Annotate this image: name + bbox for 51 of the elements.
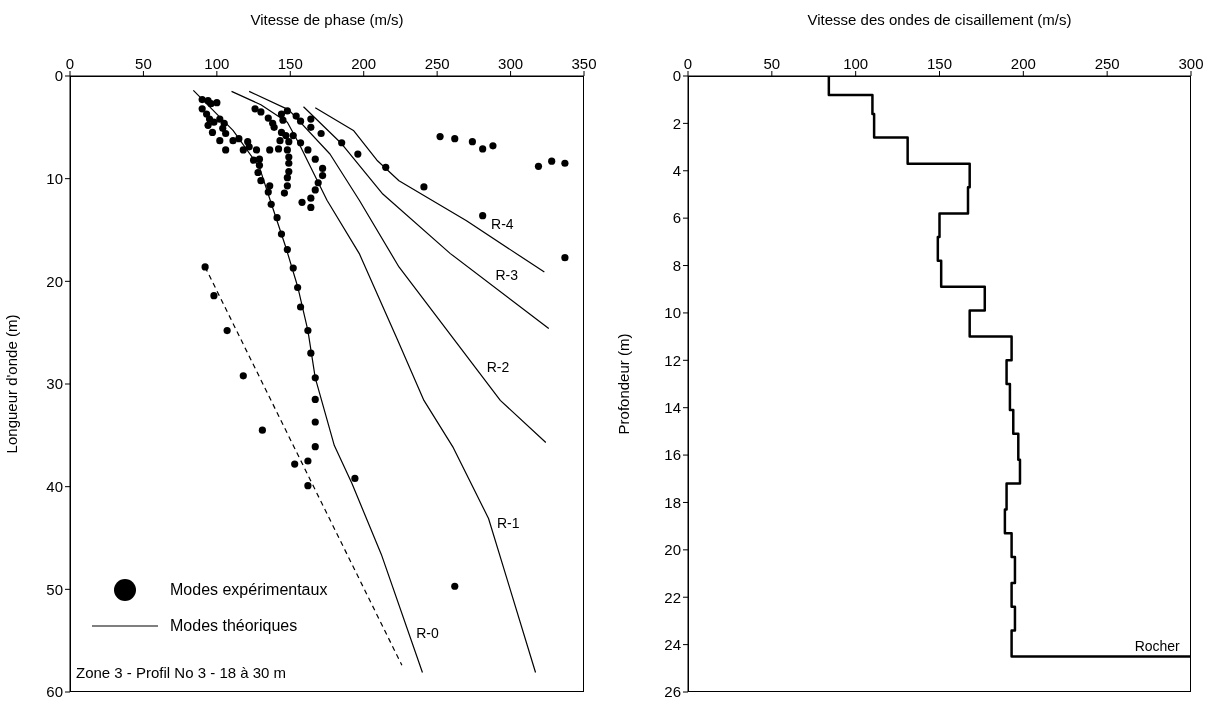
y-tick-label: 14: [664, 399, 681, 417]
legend-label: Modes théoriques: [170, 617, 298, 635]
annotation: R-4: [491, 216, 514, 233]
x-tick-label: 150: [926, 55, 953, 72]
x-tick-label: 300: [498, 55, 524, 72]
y-tick-label: 10: [46, 169, 63, 187]
y-tick-label: 20: [664, 541, 681, 559]
y-tick-label: 18: [664, 493, 681, 511]
y-tick-label: 40: [46, 477, 63, 495]
y-tick-label: 20: [46, 272, 63, 290]
y-tick-label: 6: [672, 209, 681, 227]
y-tick-label: 4: [672, 162, 681, 180]
y-tick-label: 50: [46, 580, 63, 598]
y-tick-label: 2: [672, 114, 681, 132]
y-axis-title: Profondeur (m): [615, 333, 633, 435]
y-tick-label: 30: [46, 375, 63, 393]
annotation: R-1: [496, 514, 520, 531]
x-tick-label: 50: [135, 55, 152, 72]
x-tick-label: 0: [683, 55, 693, 72]
y-tick-label: 10: [664, 304, 681, 322]
y-tick-label: 26: [664, 683, 681, 701]
x-axis-title: Vitesse des ondes de cisaillement (m/s): [807, 10, 1072, 28]
x-tick-label: 100: [843, 55, 869, 72]
y-tick-label: 60: [46, 683, 63, 701]
x-tick-label: 200: [1010, 55, 1036, 72]
x-tick-label: 150: [277, 55, 303, 72]
legend-label: Modes expérimentaux: [170, 581, 328, 599]
annotation: R-0: [416, 624, 439, 641]
x-tick-label: 50: [763, 55, 781, 72]
y-tick-label: 0: [54, 67, 63, 85]
y-tick-label: 16: [664, 446, 681, 464]
x-tick-label: 100: [204, 55, 230, 72]
x-tick-label: 250: [424, 55, 450, 72]
x-tick-label: 350: [571, 55, 597, 72]
y-tick-label: 0: [672, 67, 681, 85]
line-series: [302, 106, 550, 330]
annotation: R-2: [486, 358, 510, 375]
y-axis-title: Longueur d'onde (m): [3, 314, 21, 454]
annotation: Rocher: [1134, 638, 1180, 655]
x-tick-label: 200: [351, 55, 377, 72]
y-tick-label: 8: [672, 256, 681, 274]
line-series: [248, 90, 547, 444]
x-axis-title: Vitesse de phase (m/s): [250, 10, 404, 28]
y-tick-label: 12: [664, 351, 681, 369]
annotation: Zone 3 - Profil No 3 - 18 à 30 m: [76, 664, 287, 681]
x-tick-label: 0: [65, 55, 75, 72]
x-tick-label: 300: [1178, 55, 1204, 72]
annotation: R-3: [495, 267, 519, 284]
y-tick-label: 24: [664, 635, 681, 653]
y-tick-label: 22: [664, 588, 681, 606]
x-tick-label: 250: [1094, 55, 1120, 72]
